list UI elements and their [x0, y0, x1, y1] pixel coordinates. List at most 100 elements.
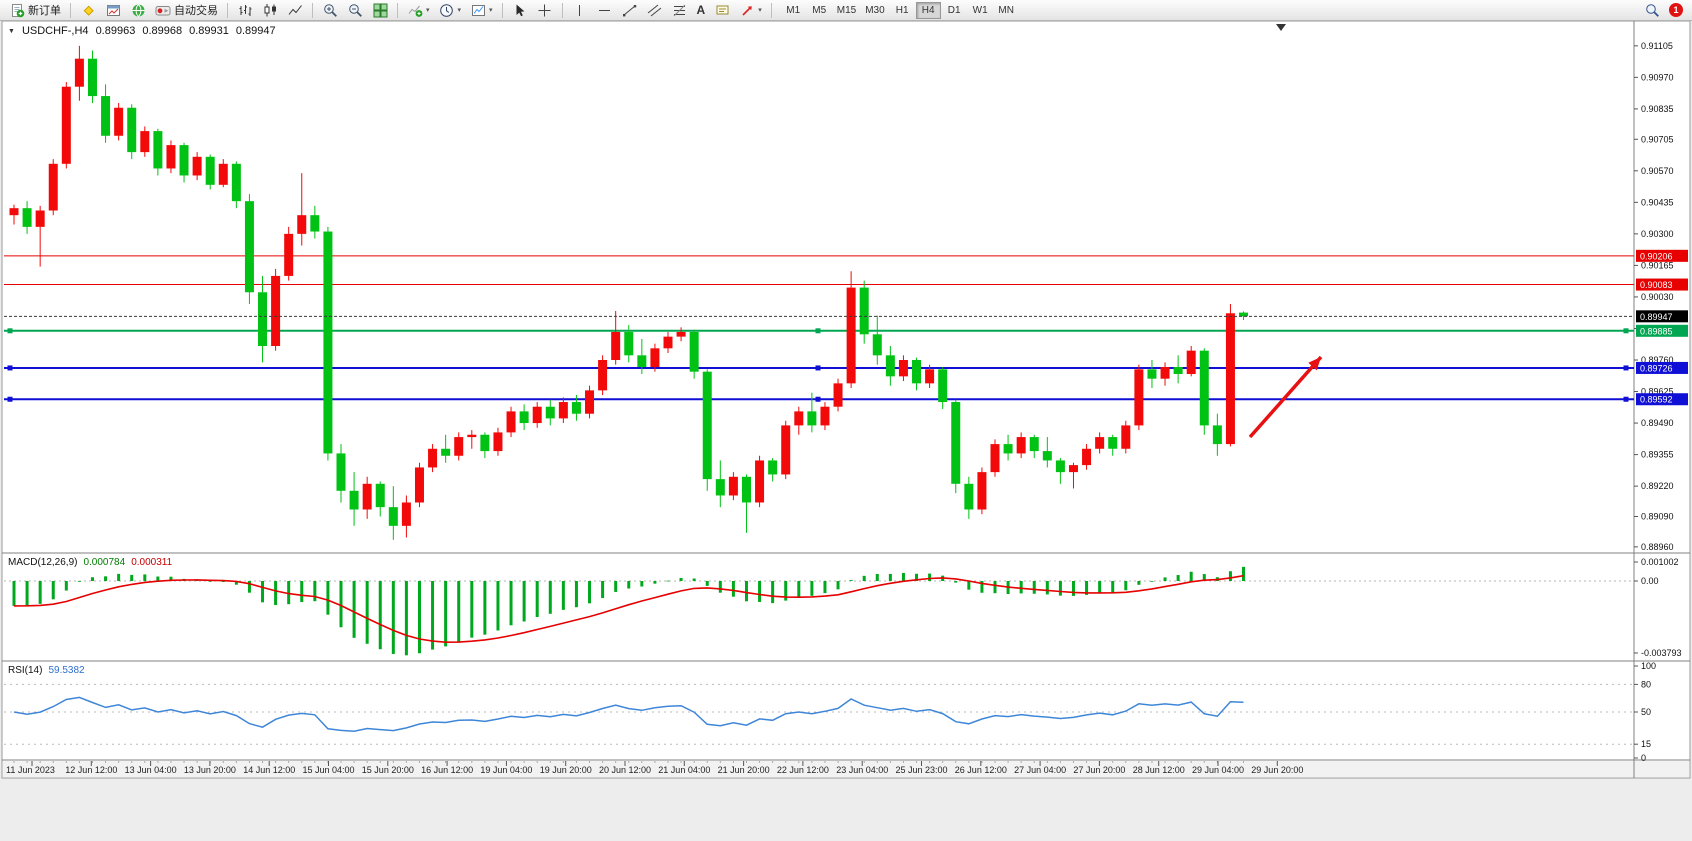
time-axis-label: 23 Jun 04:00 — [836, 765, 888, 775]
timeframe-button-mn[interactable]: MN — [994, 2, 1019, 19]
ohlc-low-value: 0.89931 — [189, 25, 229, 37]
vertical-line-button[interactable] — [568, 1, 592, 20]
macd-histogram-bar — [810, 581, 814, 596]
macd-histogram-bar — [234, 581, 238, 585]
timeframe-button-h4[interactable]: H4 — [915, 1, 941, 19]
new-order-button[interactable]: 新订单 — [5, 1, 65, 20]
macd-histogram-bar — [823, 581, 827, 594]
search-icon[interactable] — [1644, 2, 1660, 18]
candle-body — [401, 502, 411, 526]
macd-histogram-bar — [261, 581, 265, 603]
metaeditor-button[interactable] — [76, 1, 100, 20]
candle-body — [741, 476, 751, 503]
zoom-in-button[interactable] — [318, 1, 342, 20]
candle-body — [323, 231, 333, 454]
macd-histogram-bar — [130, 574, 134, 581]
macd-histogram-bar — [1071, 581, 1075, 596]
trendline-button[interactable] — [618, 1, 642, 20]
price-line-label-box — [1636, 278, 1688, 291]
text-label-button[interactable] — [710, 1, 734, 20]
macd-histogram-bar — [221, 581, 225, 583]
channel-button[interactable] — [643, 1, 667, 20]
bar-chart-icon — [237, 2, 253, 18]
line-handle — [815, 365, 821, 371]
price-tick-label: 0.90030 — [1641, 292, 1674, 302]
tile-windows-button[interactable] — [368, 1, 392, 20]
price-tick-label: 0.90435 — [1641, 197, 1674, 207]
periods-button[interactable]: ▾ — [435, 1, 466, 20]
fibonacci-button[interactable] — [668, 1, 692, 20]
candle-body — [663, 336, 673, 349]
autotrading-button[interactable]: 自动交易 — [151, 1, 222, 20]
templates-button[interactable]: ▾ — [466, 1, 497, 20]
macd-histogram-bar — [993, 581, 997, 594]
timeframe-button-m1[interactable]: M1 — [781, 2, 806, 19]
macd-histogram-bar — [784, 581, 788, 601]
price-tick-label: 0.89220 — [1641, 481, 1674, 491]
macd-histogram-bar — [980, 581, 984, 593]
timeframe-button-m15[interactable]: M15 — [833, 2, 860, 19]
autotrading-label: 自动交易 — [174, 5, 218, 17]
candle-body — [768, 460, 778, 475]
macd-histogram-bar — [653, 581, 657, 584]
time-axis-label: 15 Jun 20:00 — [362, 765, 414, 775]
macd-histogram-bar — [378, 581, 382, 650]
timeframe-button-w1[interactable]: W1 — [968, 2, 993, 19]
horizontal-line-button[interactable] — [593, 1, 617, 20]
indicators-button[interactable]: ▾ — [403, 1, 434, 20]
time-axis-label: 13 Jun 04:00 — [125, 765, 177, 775]
candle-body — [349, 490, 359, 510]
macd-histogram-bar — [718, 581, 722, 593]
macd-histogram-bar — [758, 581, 762, 602]
rsi-axis-label: 100 — [1641, 661, 1656, 671]
dropdown-caret-icon: ▾ — [758, 6, 762, 14]
timeframe-button-d1[interactable]: D1 — [942, 2, 967, 19]
timeframe-button-h1[interactable]: H1 — [890, 2, 915, 19]
macd-histogram-bar — [666, 580, 670, 582]
candle-body — [1042, 451, 1052, 461]
macd-histogram-bar — [1124, 581, 1128, 591]
new-chart-icon — [105, 2, 121, 18]
toolbar-separator — [770, 2, 772, 18]
macd-histogram-bar — [208, 581, 212, 582]
macd-main-value: 0.000784 — [83, 557, 126, 568]
candle-body — [140, 131, 150, 153]
candle-body — [715, 479, 725, 496]
macd-histogram-bar — [954, 581, 958, 583]
text-button[interactable]: A — [693, 1, 710, 20]
candle-body — [244, 201, 254, 293]
timeframe-button-m30[interactable]: M30 — [861, 2, 888, 19]
zoom-out-button[interactable] — [343, 1, 367, 20]
new-chart-button[interactable] — [101, 1, 125, 20]
clock-icon — [439, 2, 455, 18]
candle-body — [74, 58, 84, 87]
bar-chart-button[interactable] — [233, 1, 257, 20]
chart-menu-arrow-icon[interactable]: ▼ — [8, 27, 15, 35]
timeframe-button-m5[interactable]: M5 — [807, 2, 832, 19]
candle-body — [807, 411, 817, 426]
time-axis-label: 14 Jun 12:00 — [243, 765, 295, 775]
cursor-button[interactable] — [508, 1, 532, 20]
macd-histogram-bar — [365, 581, 369, 644]
crosshair-button[interactable] — [533, 1, 557, 20]
macd-histogram-bar — [431, 581, 435, 650]
candle-body — [1186, 350, 1196, 375]
arrow-tool-icon — [739, 2, 755, 18]
candle-body — [1016, 437, 1026, 454]
price-line-label: 0.90083 — [1640, 280, 1673, 290]
candle-body — [428, 448, 438, 468]
macd-histogram-bar — [901, 572, 905, 581]
macd-axis-label: 0.001002 — [1641, 557, 1679, 567]
candlestick-chart-button[interactable] — [258, 1, 282, 20]
time-axis-label: 11 Jun 2023 — [6, 765, 55, 775]
macd-histogram-bar — [967, 581, 971, 590]
community-button[interactable] — [126, 1, 150, 20]
notification-badge[interactable]: 1 — [1669, 3, 1683, 17]
candle-body — [310, 215, 320, 232]
line-chart-button[interactable] — [283, 1, 307, 20]
macd-signal-value: 0.000311 — [131, 557, 173, 568]
horizontal-line-icon — [597, 2, 613, 18]
time-axis-label: 27 Jun 04:00 — [1014, 765, 1066, 775]
arrow-objects-button[interactable]: ▾ — [735, 1, 766, 20]
